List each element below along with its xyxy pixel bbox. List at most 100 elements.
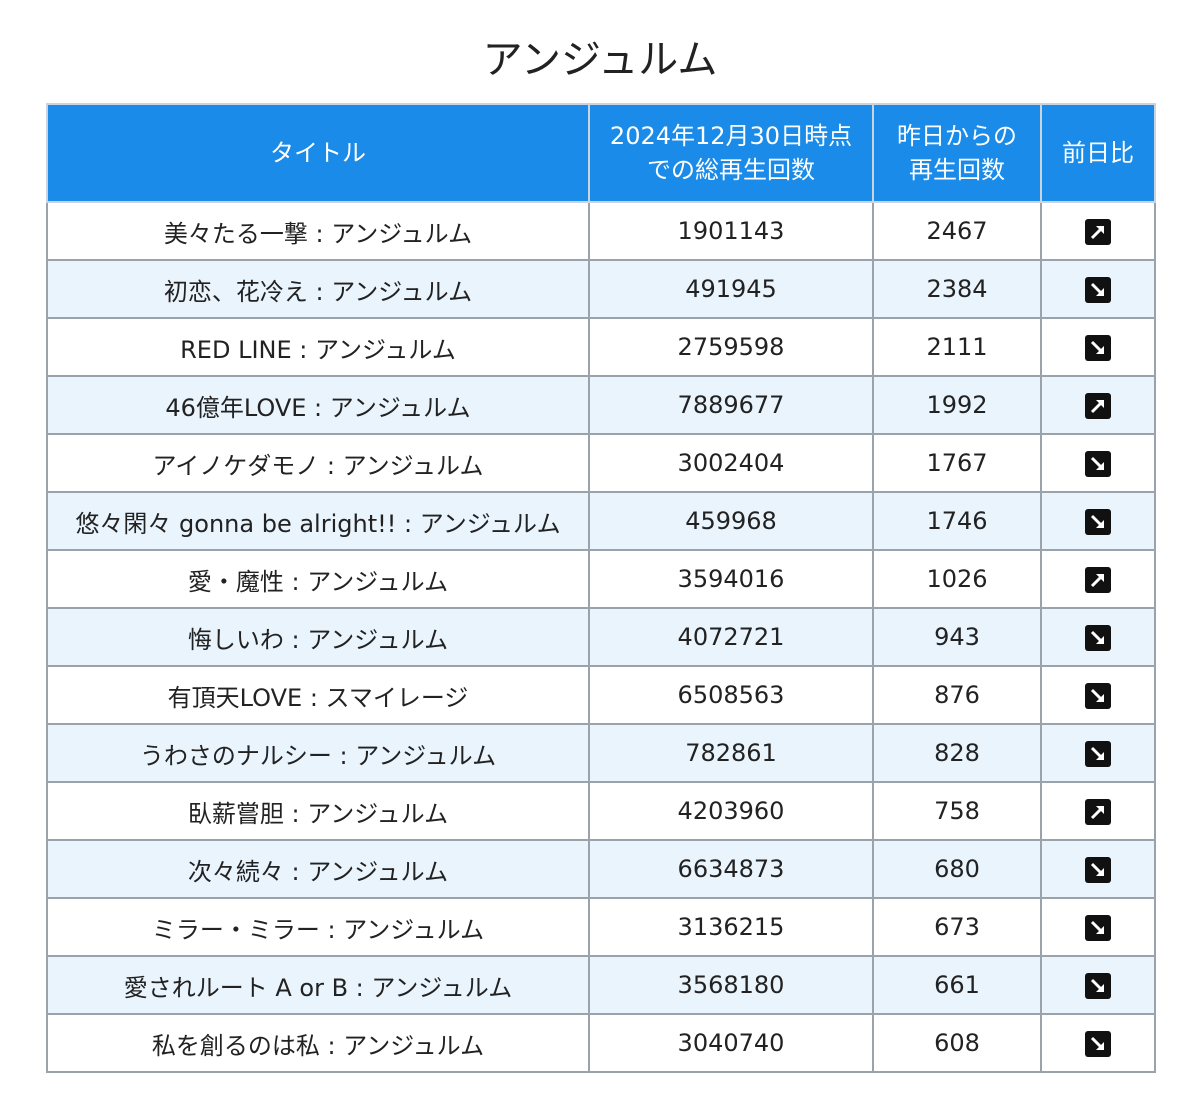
total-plays-cell: 6634873 [588,839,874,899]
change-cell [1040,549,1156,609]
song-title-cell: 初恋、花冷え : アンジュルム [46,259,590,319]
header-change: 前日比 [1040,103,1156,203]
header-total-line1: 2024年12月30日時点 [609,122,853,150]
table-row: 有頂天LOVE : スマイレージ 6508563 876 [46,665,1156,725]
daily-plays-cell: 1992 [872,375,1042,435]
daily-plays-cell: 1026 [872,549,1042,609]
change-cell [1040,1013,1156,1073]
total-plays-cell: 3136215 [588,897,874,957]
arrow-down-right-icon [1085,625,1111,651]
header-daily-line2: 再生回数 [909,156,1005,184]
song-title-cell: 愛されルート A or B : アンジュルム [46,955,590,1015]
arrow-down-right-icon [1085,509,1111,535]
page-title: アンジュルム [482,37,718,83]
arrow-down-right-icon [1085,973,1111,999]
daily-plays-cell: 673 [872,897,1042,957]
total-plays-cell: 3040740 [588,1013,874,1073]
header-change-label: 前日比 [1062,139,1134,167]
daily-plays-cell: 608 [872,1013,1042,1073]
table-row: 愛されルート A or B : アンジュルム 3568180 661 [46,955,1156,1015]
daily-plays-cell: 2384 [872,259,1042,319]
header-daily-line1: 昨日からの [897,122,1017,150]
change-cell [1040,781,1156,841]
song-title-cell: 臥薪嘗胆 : アンジュルム [46,781,590,841]
song-title-cell: RED LINE : アンジュルム [46,317,590,377]
arrow-up-right-icon [1085,567,1111,593]
daily-plays-cell: 680 [872,839,1042,899]
arrow-down-right-icon [1085,335,1111,361]
change-cell [1040,665,1156,725]
total-plays-cell: 459968 [588,491,874,551]
daily-plays-cell: 876 [872,665,1042,725]
daily-plays-cell: 1767 [872,433,1042,493]
table-row: 悔しいわ : アンジュルム 4072721 943 [46,607,1156,667]
table-row: 初恋、花冷え : アンジュルム 491945 2384 [46,259,1156,319]
arrow-up-right-icon [1085,393,1111,419]
header-total-plays: 2024年12月30日時点 での総再生回数 [588,103,874,203]
change-cell [1040,317,1156,377]
table-row: 愛・魔性 : アンジュルム 3594016 1026 [46,549,1156,609]
table-row: アイノケダモノ : アンジュルム 3002404 1767 [46,433,1156,493]
header-total-line2: での総再生回数 [647,156,815,184]
total-plays-cell: 3002404 [588,433,874,493]
table-header-row: タイトル 2024年12月30日時点 での総再生回数 昨日からの 再生回数 前日… [46,103,1156,203]
table-row: 美々たる一撃 : アンジュルム 1901143 2467 [46,201,1156,261]
arrow-down-right-icon [1085,683,1111,709]
daily-plays-cell: 661 [872,955,1042,1015]
table-row: ミラー・ミラー : アンジュルム 3136215 673 [46,897,1156,957]
total-plays-cell: 4072721 [588,607,874,667]
arrow-down-right-icon [1085,1031,1111,1057]
ranking-table: タイトル 2024年12月30日時点 での総再生回数 昨日からの 再生回数 前日… [46,103,1156,1073]
total-plays-cell: 3568180 [588,955,874,1015]
song-title-cell: 有頂天LOVE : スマイレージ [46,665,590,725]
daily-plays-cell: 1746 [872,491,1042,551]
total-plays-cell: 491945 [588,259,874,319]
daily-plays-cell: 943 [872,607,1042,667]
change-cell [1040,897,1156,957]
arrow-up-right-icon [1085,219,1111,245]
total-plays-cell: 4203960 [588,781,874,841]
change-cell [1040,375,1156,435]
arrow-down-right-icon [1085,451,1111,477]
total-plays-cell: 2759598 [588,317,874,377]
total-plays-cell: 6508563 [588,665,874,725]
song-title-cell: 46億年LOVE : アンジュルム [46,375,590,435]
song-title-cell: うわさのナルシー : アンジュルム [46,723,590,783]
change-cell [1040,839,1156,899]
daily-plays-cell: 2111 [872,317,1042,377]
song-title-cell: 私を創るのは私 : アンジュルム [46,1013,590,1073]
song-title-cell: 悠々閑々 gonna be alright!! : アンジュルム [46,491,590,551]
song-title-cell: 悔しいわ : アンジュルム [46,607,590,667]
song-title-cell: ミラー・ミラー : アンジュルム [46,897,590,957]
total-plays-cell: 7889677 [588,375,874,435]
song-title-cell: 美々たる一撃 : アンジュルム [46,201,590,261]
arrow-down-right-icon [1085,915,1111,941]
table-row: うわさのナルシー : アンジュルム 782861 828 [46,723,1156,783]
table-row: 悠々閑々 gonna be alright!! : アンジュルム 459968 17… [46,491,1156,551]
table-row: RED LINE : アンジュルム 2759598 2111 [46,317,1156,377]
change-cell [1040,955,1156,1015]
total-plays-cell: 782861 [588,723,874,783]
header-title: タイトル [46,103,590,203]
change-cell [1040,607,1156,667]
change-cell [1040,491,1156,551]
song-title-cell: アイノケダモノ : アンジュルム [46,433,590,493]
total-plays-cell: 3594016 [588,549,874,609]
daily-plays-cell: 758 [872,781,1042,841]
arrow-down-right-icon [1085,857,1111,883]
table-row: 46億年LOVE : アンジュルム 7889677 1992 [46,375,1156,435]
change-cell [1040,433,1156,493]
change-cell [1040,723,1156,783]
table-row: 臥薪嘗胆 : アンジュルム 4203960 758 [46,781,1156,841]
total-plays-cell: 1901143 [588,201,874,261]
arrow-up-right-icon [1085,799,1111,825]
song-title-cell: 愛・魔性 : アンジュルム [46,549,590,609]
change-cell [1040,259,1156,319]
daily-plays-cell: 828 [872,723,1042,783]
table-row: 私を創るのは私 : アンジュルム 3040740 608 [46,1013,1156,1073]
change-cell [1040,201,1156,261]
header-title-label: タイトル [270,139,366,167]
header-daily-plays: 昨日からの 再生回数 [872,103,1042,203]
song-title-cell: 次々続々 : アンジュルム [46,839,590,899]
daily-plays-cell: 2467 [872,201,1042,261]
